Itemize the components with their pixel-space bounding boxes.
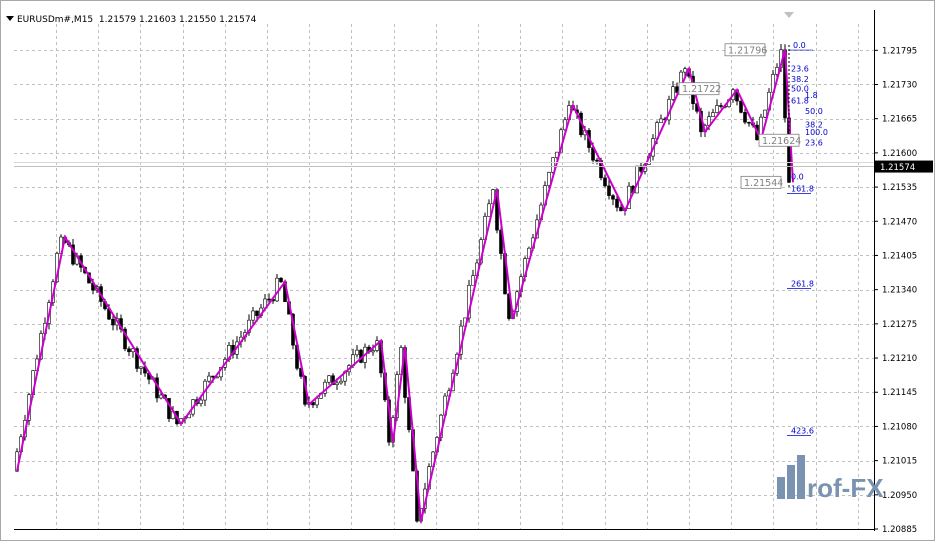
candle-body [335,382,339,385]
fib-level-label: 50.0 [791,85,809,94]
current-price-label: 1.21574 [880,163,915,173]
collapse-triangle-icon[interactable] [6,16,14,21]
candle-body [371,350,375,353]
axis-tick-label: 1.21015 [882,457,917,467]
candle-body [683,68,687,73]
candle-body [471,275,475,286]
price-label-box [740,175,782,189]
fib-level-label: 50.0 [805,107,823,116]
fibonacci-levels: 0.023.638.250.061.81.850.038.2100.023.60… [787,41,828,436]
fib-level-label: 423.6 [791,427,814,436]
price-label-text: 1.21722 [682,84,721,95]
candle-body [355,349,359,356]
grid [14,24,874,530]
zigzag-line [16,49,794,522]
shift-marker-icon [784,12,794,18]
candles [15,44,791,524]
axis-tick-label: 1.20885 [882,525,917,535]
price-label-box [678,82,720,96]
candle-body [619,207,623,212]
axis-tick-label: 1.21730 [882,80,917,90]
fib-level-label: 0.0 [793,41,806,50]
candle-body [267,298,271,301]
candle-body [563,119,567,131]
candle-body [671,86,675,100]
price-axis: 1.21795 1.21730 1.21665 1.21600 1.21535 1.214… [14,10,933,535]
axis-tick-label: 1.21405 [882,251,917,261]
axis-tick-label: 1.21275 [882,320,917,330]
current-price-tag [875,160,933,173]
candle-body [715,105,719,113]
chart-title: EURUSDm#,M15 1.21579 1.21603 1.21550 1.2… [6,15,256,25]
candle-body [711,112,715,118]
price-label-text: 1.21796 [728,45,767,56]
candle-body [611,195,615,200]
candle-body [311,402,315,406]
fib-level-label: 100.0 [805,128,828,137]
price-label-text: 1.21544 [744,178,783,189]
fib-level-label: 23.6 [791,65,809,74]
candle-body [255,310,259,316]
zigzag-polyline [16,49,794,522]
svg-text:rof-FX: rof-FX [807,473,884,503]
fib-level-label: 38.2 [805,120,823,129]
symbol-title: EURUSDm#,M15 [17,15,94,25]
candle-body [551,157,555,173]
candle-body [327,375,331,383]
axis-tick-label: 1.21340 [882,286,917,296]
axis-tick-label: 1.21210 [882,354,917,364]
fib-level-label: 38.2 [791,75,809,84]
axis-tick-label: 1.21470 [882,217,917,227]
candle-body [279,277,283,283]
candle-body [123,328,127,350]
fib-level-label: 261.8 [791,279,814,288]
ohlc-values: 1.21579 1.21603 1.21550 1.21574 [98,15,257,25]
candle-body [763,109,767,118]
candle-body [331,375,335,385]
axis-tick-label: 1.21080 [882,422,917,432]
candle-body [615,198,619,208]
axis-tick-label: 1.21145 [882,388,917,398]
candle-body [659,118,663,123]
axis-tick-label: 1.20950 [882,491,917,501]
candle-body [251,310,255,321]
fib-level-label: 61.8 [791,96,809,105]
price-label-text: 1.21624 [762,136,801,147]
candle-body [739,100,743,113]
candle-body [111,318,115,326]
candle-body [71,244,75,265]
fib-level-label: 23.6 [805,138,823,147]
candle-body [719,105,723,107]
candle-body [207,375,211,382]
axis-tick-label: 1.21665 [882,115,917,125]
candle-body [127,348,131,353]
axis-tick-label: 1.21600 [882,149,917,159]
candle-body [603,177,607,187]
candle-body [743,112,747,123]
axis-tick-label: 1.21795 [882,46,917,56]
fib-level-label: 0.0 [791,173,804,182]
candle-body [139,366,143,369]
candle-body [595,159,599,162]
candle-body [747,121,751,124]
fib-level-label: 1.8 [805,91,818,100]
candle-body [547,172,551,186]
candle-body [487,203,491,217]
price-label-box [724,43,766,57]
price-labels: 1.21796 1.21722 1.21624 1.21544 [678,43,801,189]
candle-body [159,394,163,399]
candle-body [135,348,139,369]
prof-fx-logo: rof-FX [775,455,890,507]
price-label-box [758,133,800,147]
fib-level-label: 161.8 [791,185,814,194]
candle-body [607,185,611,196]
candle-body [339,380,343,384]
axis-tick-label: 1.21535 [882,183,917,193]
candle-body [199,399,203,404]
